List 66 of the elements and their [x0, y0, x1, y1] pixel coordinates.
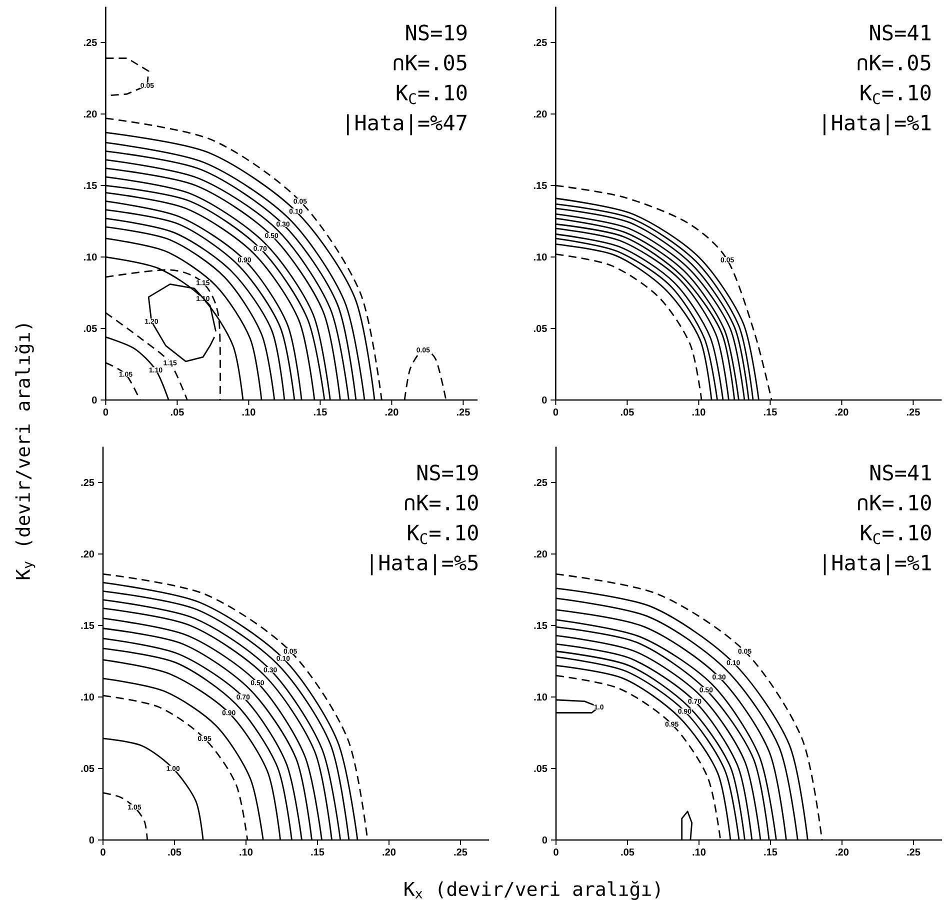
- x-tick-label: .15: [311, 848, 324, 856]
- x-tick-label: .05: [170, 408, 184, 416]
- x-tick-label: 0: [553, 408, 558, 416]
- y-tick-label: .25: [81, 478, 94, 486]
- x-tick-label: 0: [554, 848, 558, 856]
- x-tick-label: .20: [382, 848, 396, 856]
- annotation: |Hata|=%47: [347, 114, 466, 136]
- y-tick-label: .25: [534, 38, 547, 46]
- x-tick-label: 0: [100, 848, 106, 856]
- y-tick-label: .25: [534, 478, 548, 486]
- y-tick-label: .20: [84, 110, 97, 118]
- y-tick-label: .10: [81, 693, 94, 701]
- y-tick-label: .15: [534, 182, 547, 189]
- y-tick-label: 0: [542, 396, 547, 404]
- annotation: K$_{C}$=.10: [860, 84, 931, 104]
- x-tick-label: .10: [692, 408, 706, 416]
- annotation: |Hata|=%5: [370, 554, 478, 576]
- annotation: K$_{C}$=.10: [861, 524, 931, 544]
- x-tick-label: .20: [385, 408, 398, 416]
- x-tick-label: .25: [906, 408, 920, 416]
- y-tick-label: .05: [534, 324, 547, 332]
- x-tick-label: .05: [168, 848, 182, 856]
- x-tick-label: 0: [103, 408, 108, 416]
- x-tick-label: .20: [835, 408, 848, 416]
- x-tick-label: .25: [456, 408, 470, 416]
- y-tick-label: .15: [81, 622, 94, 629]
- y-tick-label: 0: [542, 836, 548, 844]
- annotation: ∩K=.10: [858, 494, 931, 511]
- x-tick-label: .15: [314, 408, 327, 416]
- annotation: K$_{C}$=.10: [396, 84, 467, 104]
- x-tick-label: .25: [454, 848, 468, 856]
- y-tick-label: .10: [534, 693, 548, 701]
- y-tick-label: .05: [534, 764, 548, 772]
- y-tick-label: .20: [81, 550, 94, 558]
- y-tick-label: .25: [84, 38, 97, 46]
- y-tick-label: 0: [92, 396, 97, 404]
- y-tick-label: .10: [534, 253, 547, 261]
- x-tick-label: .20: [836, 848, 849, 856]
- text: K$_{x}$ (devir/veri aralığı): [404, 880, 660, 900]
- annotation: NS=41: [870, 464, 931, 481]
- annotation: |Hata|=%1: [824, 554, 931, 576]
- y-tick-label: .10: [84, 253, 97, 261]
- annotation: NS=19: [406, 24, 467, 41]
- y-tick-label: .20: [534, 550, 548, 558]
- annotation: K$_{C}$=.10: [408, 524, 478, 544]
- y-tick-label: .05: [84, 324, 97, 332]
- y-tick-label: .20: [534, 110, 547, 118]
- annotation: ∩K=.05: [394, 54, 466, 71]
- annotation: ∩K=.10: [405, 494, 478, 511]
- x-tick-label: .25: [907, 848, 920, 856]
- x-tick-label: .15: [764, 848, 778, 856]
- x-tick-label: .05: [620, 408, 634, 416]
- y-tick-label: .05: [81, 764, 94, 772]
- x-tick-label: .15: [764, 408, 777, 416]
- annotation: ∩K=.05: [858, 54, 930, 71]
- x-tick-label: .05: [621, 848, 634, 856]
- annotation: NS=19: [417, 464, 478, 481]
- y-tick-label: .15: [84, 182, 97, 189]
- y-tick-label: 0: [89, 836, 94, 844]
- text: K$_{y}$ (devir/veri aralığı): [14, 324, 36, 580]
- x-tick-label: .10: [242, 408, 256, 416]
- x-tick-label: .10: [240, 848, 253, 856]
- annotation: |Hata|=%1: [824, 114, 931, 136]
- y-tick-label: .15: [534, 622, 548, 629]
- annotation: NS=41: [870, 24, 931, 41]
- x-tick-label: .10: [692, 848, 706, 856]
